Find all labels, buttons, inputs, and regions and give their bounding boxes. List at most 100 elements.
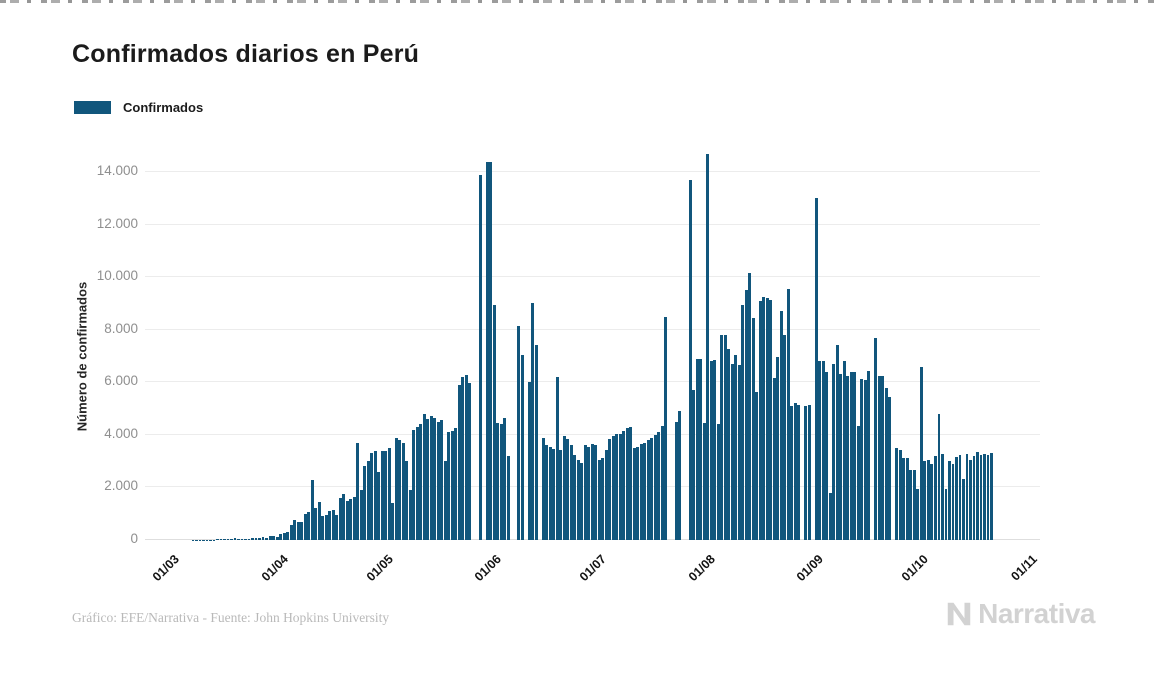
bar[interactable] (727, 349, 731, 540)
bar[interactable] (965, 453, 969, 540)
bar[interactable] (433, 417, 437, 540)
bar[interactable] (261, 536, 265, 540)
bar[interactable] (639, 444, 643, 540)
bar[interactable] (744, 289, 748, 540)
bar[interactable] (583, 444, 587, 540)
bar[interactable] (244, 539, 247, 540)
bar[interactable] (706, 153, 710, 540)
bar[interactable] (986, 454, 990, 540)
bar[interactable] (769, 300, 773, 540)
bar[interactable] (590, 443, 594, 540)
bar[interactable] (636, 446, 640, 540)
bar[interactable] (888, 397, 892, 540)
bar[interactable] (828, 492, 832, 540)
bar[interactable] (839, 374, 843, 540)
bar[interactable] (664, 316, 668, 540)
bar[interactable] (632, 448, 636, 540)
bar[interactable] (576, 459, 580, 540)
bar[interactable] (258, 537, 261, 540)
bar[interactable] (930, 463, 934, 540)
bar[interactable] (786, 288, 790, 540)
bar[interactable] (394, 437, 398, 540)
bar[interactable] (219, 538, 223, 540)
bar[interactable] (983, 453, 986, 540)
bar[interactable] (254, 538, 258, 540)
bar[interactable] (310, 479, 314, 540)
bar[interactable] (863, 380, 867, 540)
bar[interactable] (457, 384, 461, 540)
bar[interactable] (307, 512, 311, 540)
bar[interactable] (492, 304, 496, 540)
bar[interactable] (608, 439, 612, 540)
bar[interactable] (545, 444, 549, 540)
bar[interactable] (268, 536, 272, 540)
bar[interactable] (289, 525, 293, 540)
bar[interactable] (279, 534, 282, 540)
bar[interactable] (478, 174, 482, 540)
bar[interactable] (877, 375, 881, 540)
bar[interactable] (422, 413, 426, 540)
bar[interactable] (461, 377, 465, 540)
bar[interactable] (976, 452, 979, 540)
bar[interactable] (541, 437, 545, 540)
bar[interactable] (303, 513, 307, 540)
bar[interactable] (335, 515, 339, 540)
bar[interactable] (454, 428, 458, 540)
bar[interactable] (790, 406, 794, 540)
bar[interactable] (772, 378, 776, 540)
bar[interactable] (324, 515, 328, 540)
bar[interactable] (223, 539, 226, 540)
bar[interactable] (520, 354, 524, 540)
bar[interactable] (941, 453, 944, 540)
bar[interactable] (450, 430, 454, 540)
bar[interactable] (370, 453, 374, 540)
bar[interactable] (884, 387, 888, 540)
bar[interactable] (265, 537, 268, 540)
bar[interactable] (615, 433, 619, 540)
legend[interactable]: Confirmados (74, 100, 203, 115)
bar[interactable] (955, 457, 958, 540)
bar[interactable] (758, 301, 762, 540)
bar[interactable] (972, 456, 976, 540)
bar[interactable] (342, 494, 346, 540)
bar[interactable] (905, 457, 909, 540)
bar[interactable] (807, 404, 811, 540)
bar[interactable] (755, 391, 759, 540)
bar[interactable] (660, 425, 664, 540)
bar[interactable] (762, 297, 766, 540)
bar[interactable] (384, 450, 388, 540)
bar[interactable] (401, 442, 405, 540)
bar[interactable] (713, 359, 717, 540)
bar[interactable] (709, 361, 713, 540)
bar[interactable] (447, 432, 451, 540)
bar[interactable] (548, 447, 552, 540)
bar[interactable] (485, 161, 489, 540)
bar[interactable] (293, 520, 296, 540)
bar[interactable] (534, 344, 538, 540)
bar[interactable] (737, 364, 741, 540)
bar[interactable] (646, 440, 650, 540)
bar[interactable] (328, 511, 332, 540)
bar[interactable] (919, 366, 923, 540)
bar[interactable] (937, 414, 941, 540)
bar[interactable] (643, 442, 647, 540)
bar[interactable] (842, 361, 846, 540)
bar[interactable] (846, 375, 850, 540)
bar[interactable] (594, 444, 598, 540)
bar[interactable] (555, 376, 559, 540)
bar[interactable] (499, 424, 503, 540)
bar[interactable] (793, 403, 797, 540)
bar[interactable] (443, 461, 447, 540)
bar[interactable] (230, 539, 233, 540)
bar[interactable] (895, 448, 899, 540)
bar[interactable] (909, 469, 913, 540)
bar[interactable] (926, 459, 930, 540)
bar[interactable] (832, 363, 836, 540)
bar[interactable] (601, 458, 605, 540)
bar[interactable] (216, 539, 219, 540)
bar[interactable] (741, 304, 745, 540)
bar[interactable] (622, 431, 626, 540)
bar[interactable] (380, 450, 384, 540)
bar[interactable] (531, 302, 535, 540)
bar[interactable] (948, 461, 951, 540)
